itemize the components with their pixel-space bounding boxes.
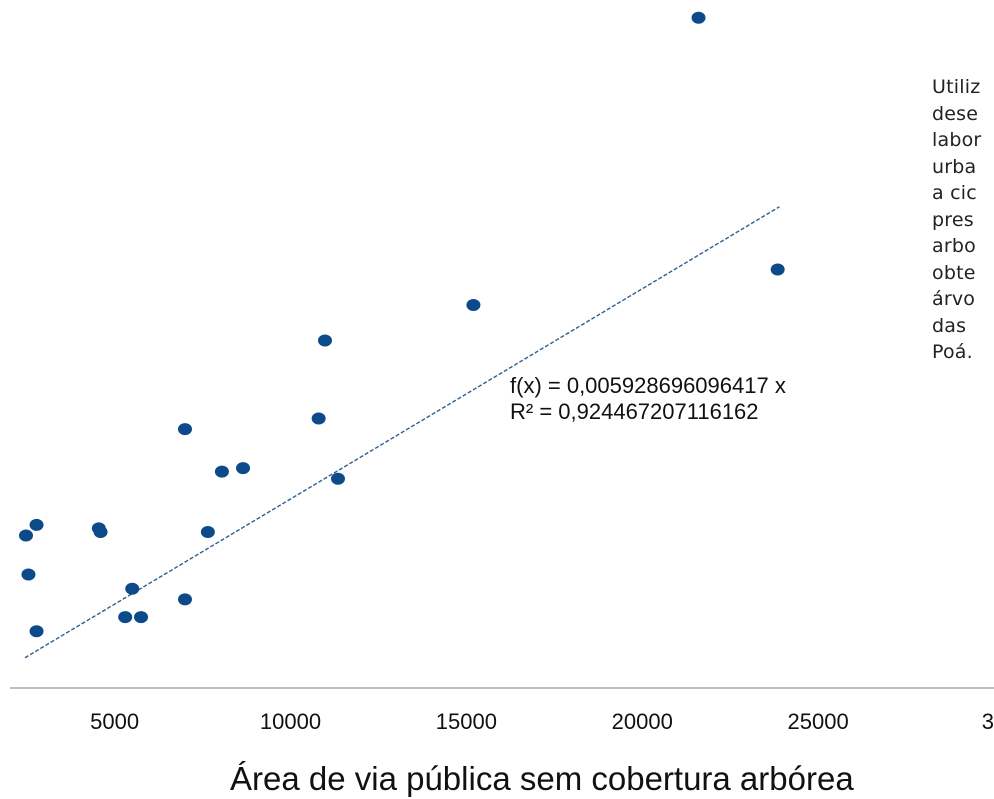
x-tick-label: 25000 [788,709,849,734]
data-point [317,334,332,347]
side-paragraph: Utiliz dese labor urba a cic pres arbo o… [932,74,994,366]
side-line: Poá. [932,341,973,363]
side-line: obte [932,261,976,284]
data-point [118,611,133,624]
trendline-group [24,206,780,659]
x-tick-label: 30 [982,709,994,734]
side-line: dese [932,102,979,125]
x-tick-label: 10000 [260,709,321,734]
data-point [19,529,34,542]
data-point [21,568,36,581]
data-point [93,525,108,538]
x-tick-label: 20000 [612,709,673,734]
trendline [24,206,780,659]
data-point [29,625,44,638]
side-line: das [932,314,967,337]
data-point [214,465,229,478]
data-point [29,518,44,531]
side-line: labor [932,129,982,151]
x-tick-labels: 5000 10000 15000 20000 25000 30 [90,709,994,734]
data-point [466,298,481,311]
data-point [236,462,251,475]
data-point [311,412,326,425]
points-group [19,11,785,638]
data-point [691,11,706,24]
data-point [770,263,785,276]
x-axis-title: Área de via pública sem cobertura arbóre… [230,760,854,797]
side-line: árvo [932,288,976,310]
side-line: arbo [932,235,976,257]
data-point [177,593,192,606]
side-line: urba [932,155,977,178]
data-point [177,423,192,436]
data-point [125,582,140,595]
x-tick-label: 5000 [90,709,139,734]
trendline-equation: f(x) = 0,005928696096417 x [510,373,786,398]
data-point [200,525,215,538]
side-line: Utiliz [932,76,981,98]
r-squared-label: R² = 0,924467207116162 [510,399,759,424]
data-point [331,472,345,485]
side-line: pres [932,208,974,231]
x-tick-label: 15000 [436,709,497,734]
data-point [134,611,149,624]
side-line: a cic [932,182,977,204]
